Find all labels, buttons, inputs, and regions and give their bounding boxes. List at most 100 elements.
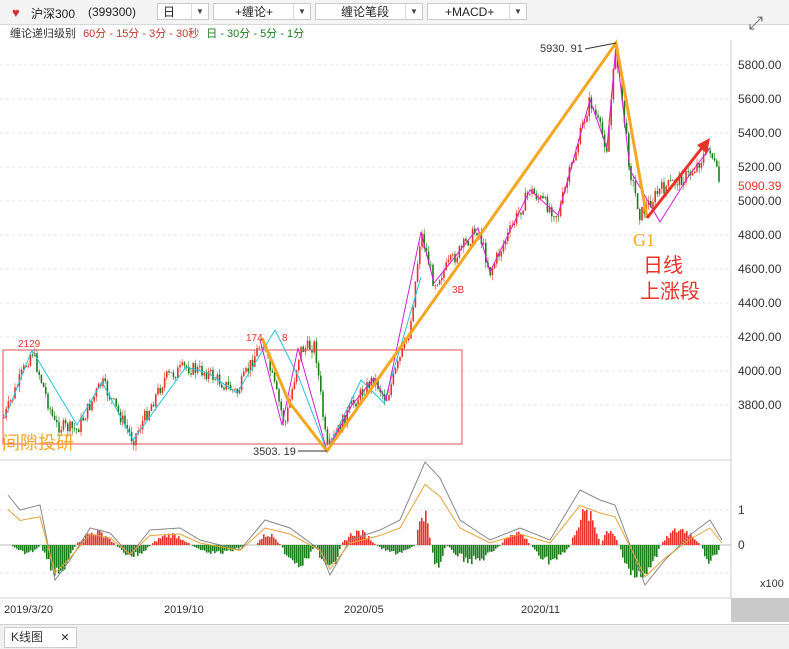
candle-body bbox=[241, 376, 243, 390]
macd-bar bbox=[658, 545, 660, 549]
candle-body bbox=[115, 399, 117, 406]
candle-body bbox=[162, 388, 164, 393]
macd-bar bbox=[522, 535, 524, 545]
trough-label: 3503. 19 bbox=[253, 446, 296, 458]
macd-bar bbox=[236, 545, 238, 548]
candle-body bbox=[712, 153, 714, 158]
candle-body bbox=[234, 389, 236, 390]
macd-bar bbox=[97, 530, 99, 545]
candle-body bbox=[247, 368, 249, 371]
macd-bar bbox=[381, 545, 383, 549]
macd-bar bbox=[368, 536, 370, 545]
candle-body bbox=[465, 239, 467, 241]
macd-bar bbox=[370, 541, 372, 545]
macd-bar bbox=[327, 545, 329, 565]
macd-bar bbox=[257, 543, 259, 545]
macd-bar bbox=[405, 545, 407, 550]
candle-body bbox=[599, 118, 601, 123]
macd-bar bbox=[489, 545, 491, 552]
candle-body bbox=[287, 408, 289, 422]
macd-bar bbox=[220, 545, 222, 553]
macd-bar bbox=[401, 545, 403, 553]
macd-bar bbox=[560, 545, 562, 555]
macd-bar bbox=[273, 537, 275, 545]
candle-body bbox=[69, 422, 71, 432]
macd-bar bbox=[113, 543, 115, 545]
candle-body bbox=[542, 196, 544, 198]
macd-bar bbox=[538, 545, 540, 556]
macd-bar bbox=[628, 545, 630, 569]
macd-bar bbox=[427, 523, 429, 545]
macd-bar bbox=[147, 545, 149, 547]
candle-body bbox=[709, 150, 711, 153]
tab-kline[interactable]: K线图 ✕ bbox=[4, 627, 77, 648]
macd-bar bbox=[712, 545, 714, 555]
macd-bar bbox=[586, 510, 588, 545]
macd-bar bbox=[178, 536, 180, 545]
candle-body bbox=[434, 286, 436, 287]
scroll-handle[interactable] bbox=[731, 598, 789, 622]
macd-bar bbox=[329, 545, 331, 565]
candle-body bbox=[558, 216, 560, 217]
candle-body bbox=[159, 388, 161, 393]
macd-bar bbox=[403, 545, 405, 550]
macd-bar bbox=[391, 545, 393, 551]
macd-bar bbox=[263, 534, 265, 545]
macd-bar bbox=[574, 535, 576, 545]
macd-bar bbox=[614, 536, 616, 545]
macd-bar bbox=[164, 535, 166, 545]
candle-body bbox=[452, 254, 454, 255]
macd-bar bbox=[339, 545, 341, 549]
macd-bar bbox=[342, 542, 344, 545]
macd-bar bbox=[265, 537, 267, 545]
candle-body bbox=[520, 213, 522, 215]
candle-body bbox=[698, 163, 700, 167]
macd-bar bbox=[442, 545, 444, 556]
candle-body bbox=[309, 341, 311, 350]
candle-body bbox=[676, 185, 678, 186]
macd-bar bbox=[101, 533, 103, 545]
macd-bar bbox=[204, 545, 206, 551]
y-tick: 4800.00 bbox=[738, 228, 782, 242]
macd-bar bbox=[411, 545, 413, 547]
close-icon[interactable]: ✕ bbox=[60, 632, 69, 644]
candle-body bbox=[483, 243, 485, 244]
macd-bar bbox=[485, 545, 487, 555]
macd-bar bbox=[718, 545, 720, 550]
candle-body bbox=[245, 368, 247, 371]
candle-body bbox=[701, 163, 703, 168]
macd-bar bbox=[296, 545, 298, 563]
candle-body bbox=[146, 411, 148, 420]
macd-bar bbox=[331, 545, 333, 564]
macd-bar bbox=[438, 545, 440, 568]
x-tick: 2019/3/20 bbox=[4, 604, 53, 616]
macd-bar bbox=[279, 544, 281, 545]
macd-bar bbox=[162, 536, 164, 545]
candle-body bbox=[450, 255, 452, 260]
candle-body bbox=[553, 216, 555, 217]
candle-body bbox=[500, 252, 502, 257]
fullscreen-icon[interactable]: ⤢ bbox=[741, 8, 771, 38]
macd-bar bbox=[652, 545, 654, 561]
macd-bar bbox=[493, 545, 495, 551]
macd-bar bbox=[696, 541, 698, 545]
macd-bar bbox=[419, 521, 421, 545]
macd-bar bbox=[612, 534, 614, 545]
candle-body bbox=[291, 389, 293, 399]
candle-body bbox=[274, 373, 276, 382]
macd-bar bbox=[562, 545, 564, 552]
macd-bar bbox=[208, 545, 210, 552]
candle-body bbox=[179, 365, 181, 367]
candle-body bbox=[316, 341, 318, 363]
macd-bar bbox=[362, 530, 364, 545]
x-tick: 2020/05 bbox=[344, 604, 384, 616]
macd-bar bbox=[425, 511, 427, 545]
candle-body bbox=[47, 394, 49, 409]
macd-bar bbox=[379, 545, 381, 547]
candle-body bbox=[52, 409, 54, 416]
macd-bar bbox=[143, 545, 145, 551]
candle-body bbox=[36, 353, 38, 371]
macd-bar bbox=[413, 545, 415, 546]
x-tick: 2019/10 bbox=[164, 604, 204, 616]
